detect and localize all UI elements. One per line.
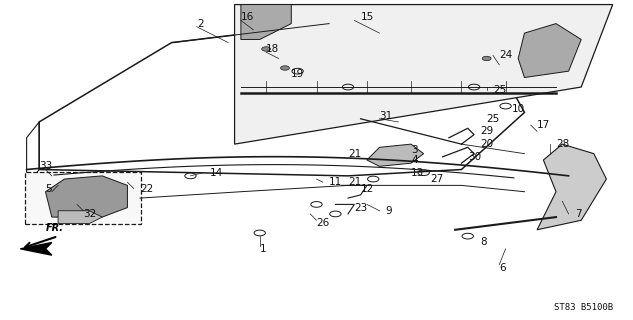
Text: 11: 11 xyxy=(329,177,342,187)
Polygon shape xyxy=(58,211,102,223)
Text: FR.: FR. xyxy=(46,223,63,233)
Text: 18: 18 xyxy=(266,44,279,54)
Polygon shape xyxy=(20,243,52,255)
Text: 29: 29 xyxy=(480,126,494,136)
Polygon shape xyxy=(518,24,581,77)
Text: 13: 13 xyxy=(411,168,424,178)
Polygon shape xyxy=(367,144,423,166)
Circle shape xyxy=(261,47,270,51)
Text: 28: 28 xyxy=(556,139,569,149)
Text: ST83 B5100B: ST83 B5100B xyxy=(554,303,613,312)
Text: 32: 32 xyxy=(84,209,97,219)
Text: 27: 27 xyxy=(430,174,443,184)
Text: 23: 23 xyxy=(354,203,368,212)
Text: 25: 25 xyxy=(487,114,500,124)
Polygon shape xyxy=(46,176,127,217)
Text: 21: 21 xyxy=(348,149,361,159)
Circle shape xyxy=(280,66,289,70)
Text: 5: 5 xyxy=(46,184,52,194)
Text: 24: 24 xyxy=(499,50,513,60)
Text: 16: 16 xyxy=(241,12,254,22)
FancyBboxPatch shape xyxy=(25,172,141,224)
Polygon shape xyxy=(537,144,606,230)
Text: 10: 10 xyxy=(512,104,525,114)
Text: 3: 3 xyxy=(411,146,418,156)
Text: 17: 17 xyxy=(537,120,550,130)
Polygon shape xyxy=(241,4,291,39)
Text: 19: 19 xyxy=(291,69,304,79)
Text: 31: 31 xyxy=(380,111,392,121)
Polygon shape xyxy=(235,4,613,144)
Text: 21: 21 xyxy=(348,177,361,187)
Text: 8: 8 xyxy=(480,237,487,247)
Text: 9: 9 xyxy=(386,206,392,216)
Text: 25: 25 xyxy=(493,85,506,95)
Text: 33: 33 xyxy=(39,161,53,171)
Text: 22: 22 xyxy=(140,184,153,194)
Text: 1: 1 xyxy=(260,244,266,254)
Text: 14: 14 xyxy=(210,168,223,178)
Text: 26: 26 xyxy=(316,219,330,228)
Text: 15: 15 xyxy=(361,12,374,22)
Text: 12: 12 xyxy=(361,184,374,194)
Text: 6: 6 xyxy=(499,263,506,273)
Text: 7: 7 xyxy=(575,209,582,219)
Text: 20: 20 xyxy=(480,139,494,149)
Text: 4: 4 xyxy=(411,155,418,165)
Text: 2: 2 xyxy=(197,19,203,28)
Text: 30: 30 xyxy=(468,152,481,162)
Circle shape xyxy=(482,56,491,61)
